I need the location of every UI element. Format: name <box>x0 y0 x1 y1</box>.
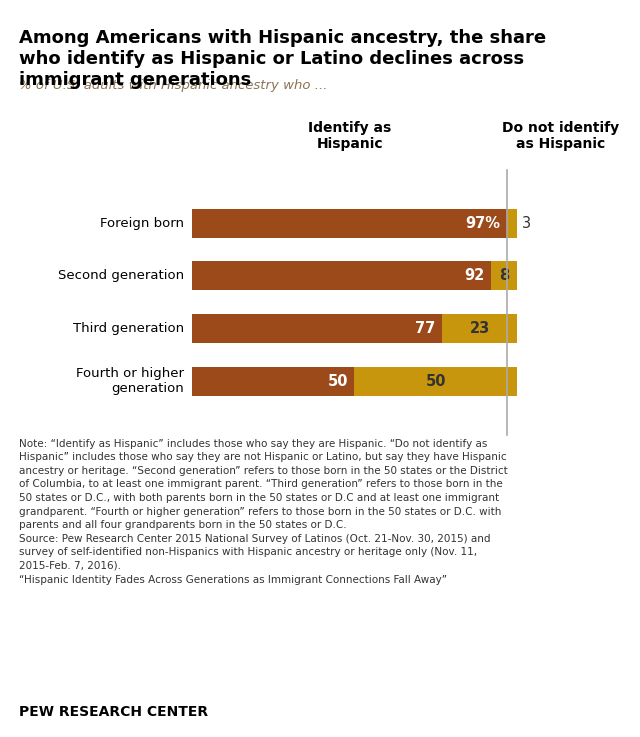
Bar <box>491 262 517 290</box>
Text: Note: “Identify as Hispanic” includes those who say they are Hispanic. “Do not i: Note: “Identify as Hispanic” includes th… <box>19 439 508 584</box>
Bar <box>192 262 491 290</box>
Text: 50: 50 <box>426 374 446 388</box>
Text: 23: 23 <box>469 321 490 336</box>
Text: 50: 50 <box>328 374 348 388</box>
Bar <box>192 209 507 237</box>
Text: Among Americans with Hispanic ancestry, the share
who identify as Hispanic or La: Among Americans with Hispanic ancestry, … <box>19 29 547 89</box>
Bar <box>507 209 517 237</box>
Bar <box>192 367 355 396</box>
Bar <box>442 314 517 343</box>
Text: 77: 77 <box>415 321 436 336</box>
Text: 8: 8 <box>499 268 509 283</box>
Text: Identify as
Hispanic: Identify as Hispanic <box>308 121 391 151</box>
Text: PEW RESEARCH CENTER: PEW RESEARCH CENTER <box>19 705 209 719</box>
Text: 92: 92 <box>464 268 484 283</box>
Text: % of U.S. adults with Hispanic ancestry who ...: % of U.S. adults with Hispanic ancestry … <box>19 79 328 92</box>
Text: 3: 3 <box>522 216 531 231</box>
Bar <box>355 367 517 396</box>
Text: Do not identify
as Hispanic: Do not identify as Hispanic <box>502 121 620 151</box>
Text: 97%: 97% <box>466 216 500 231</box>
Bar <box>192 314 442 343</box>
